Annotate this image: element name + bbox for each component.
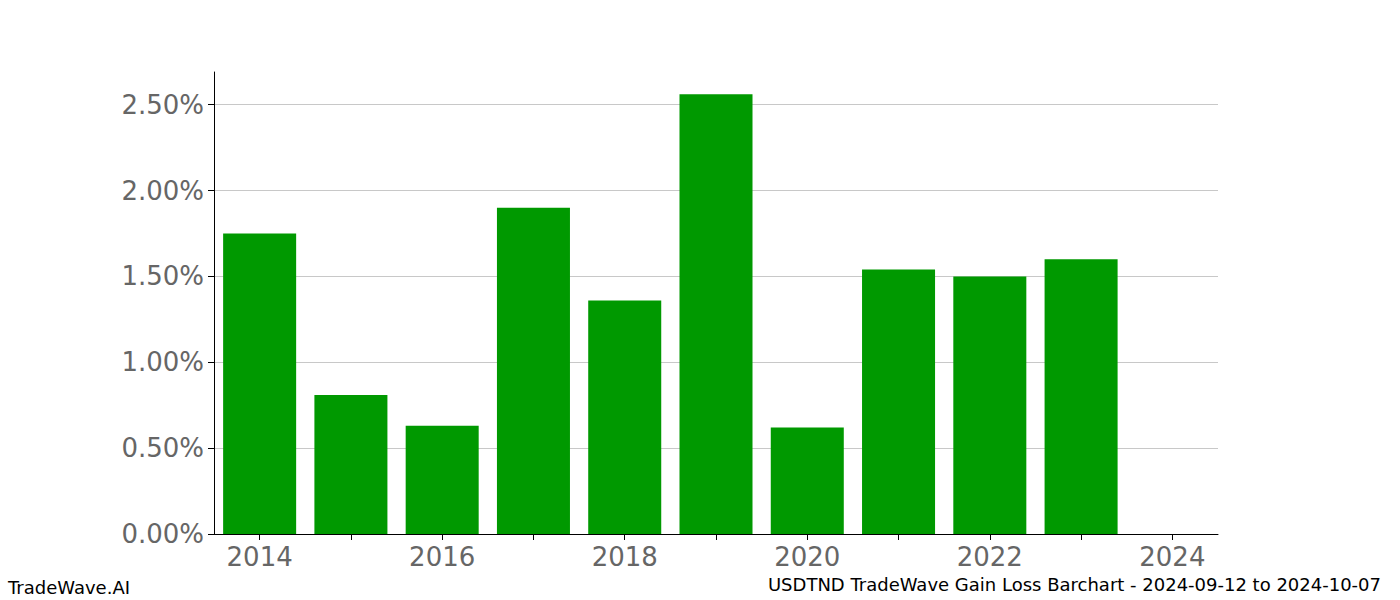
svg-text:0.50%: 0.50% bbox=[121, 433, 204, 463]
svg-text:2020: 2020 bbox=[774, 542, 840, 572]
svg-text:1.50%: 1.50% bbox=[121, 261, 204, 291]
svg-text:2014: 2014 bbox=[227, 542, 293, 572]
svg-text:1.00%: 1.00% bbox=[121, 347, 204, 377]
svg-text:2.00%: 2.00% bbox=[121, 176, 204, 206]
svg-text:2022: 2022 bbox=[957, 542, 1023, 572]
svg-text:0.00%: 0.00% bbox=[121, 519, 204, 549]
svg-text:USDTND TradeWave Gain Loss Bar: USDTND TradeWave Gain Loss Barchart - 20… bbox=[768, 574, 1381, 595]
svg-text:2.50%: 2.50% bbox=[121, 90, 204, 120]
svg-text:2016: 2016 bbox=[409, 542, 475, 572]
svg-text:2024: 2024 bbox=[1139, 542, 1205, 572]
svg-text:TradeWave.AI: TradeWave.AI bbox=[7, 577, 130, 598]
svg-text:2018: 2018 bbox=[592, 542, 658, 572]
